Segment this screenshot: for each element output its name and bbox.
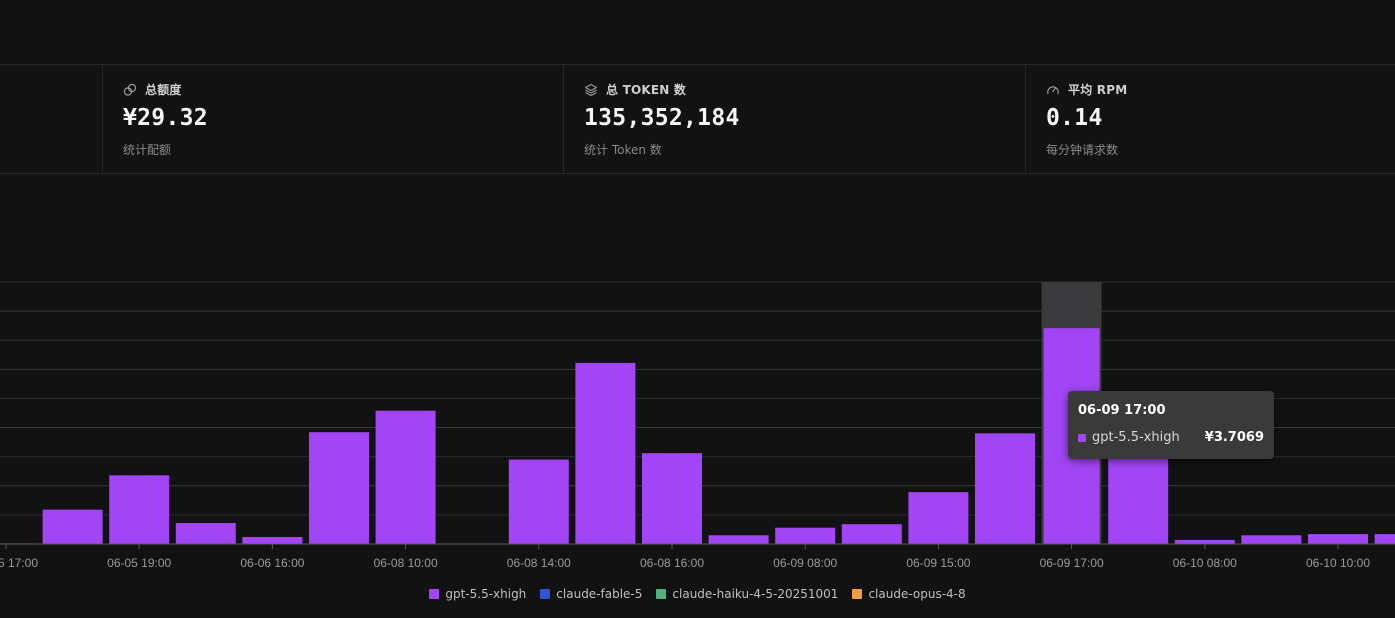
bar-chart-svg: 06-05 17:00 06-05 19:00 06-06 16:00 06-08 1…: [0, 281, 1395, 570]
stat-title: 平均 RPM: [1068, 83, 1128, 97]
bar-06-10-08-00[interactable]: [1174, 539, 1235, 544]
legend-label: gpt-5.5-xhigh: [445, 587, 527, 601]
stats-row: 总额度 ¥29.32 统计配额 总 TOKEN 数 135,352,184 统计…: [0, 65, 1395, 174]
bar-06-05-19-00[interactable]: [109, 475, 170, 544]
legend-label: claude-haiku-4-5-20251001: [672, 587, 839, 601]
bar-06-09-07-00[interactable]: [708, 535, 769, 544]
x-tick-label: 06-10 08:00: [1173, 556, 1237, 570]
legend-swatch: [852, 589, 863, 599]
stat-value: 135,352,184: [584, 105, 740, 131]
x-tick-label: 06-08 16:00: [640, 556, 704, 570]
x-tick-label: 06-09 15:00: [906, 556, 970, 570]
legend-item-gpt[interactable]: gpt-5.5-xhigh: [429, 584, 526, 604]
legend-swatch: [540, 589, 551, 599]
bar-06-08-15-00[interactable]: [575, 362, 636, 544]
bar-06-10-09-00[interactable]: [1241, 535, 1302, 544]
stat-subtitle: 统计配额: [123, 143, 172, 157]
coins-icon: [123, 83, 137, 96]
x-tick-label: 06-08 10:00: [374, 556, 438, 570]
bar-06-10-11-00[interactable]: [1374, 534, 1395, 544]
stat-subtitle: 每分钟请求数: [1046, 143, 1119, 157]
bar-06-08-16-00[interactable]: [642, 453, 702, 544]
bar-06-08-14-00[interactable]: [508, 459, 569, 544]
stats-divider: [102, 65, 103, 173]
stat-title: 总额度: [145, 83, 182, 97]
legend-item-fable[interactable]: claude-fable-5: [540, 584, 642, 604]
bar-06-09-15-00[interactable]: [908, 492, 969, 544]
tooltip-title: 06-09 17:00: [1078, 403, 1166, 418]
legend-swatch: [656, 589, 667, 599]
tooltip-value: ¥3.7069: [1204, 430, 1264, 445]
bar-06-09-16-00[interactable]: [975, 433, 1035, 544]
stats-divider: [563, 65, 564, 173]
stat-card-total-quota: 总额度 ¥29.32 统计配额: [103, 65, 563, 173]
chart-legend: gpt-5.5-xhigh claude-fable-5 claude-haik…: [0, 584, 1395, 604]
top-bar: [0, 0, 1395, 65]
bar-06-09-18-00[interactable]: [1108, 449, 1169, 544]
bar-06-08-10-00[interactable]: [375, 410, 436, 544]
x-tick-label: 06-09 08:00: [773, 556, 837, 570]
bar-06-06-15-00[interactable]: [175, 523, 236, 544]
tooltip-series-swatch: [1078, 434, 1086, 442]
tooltip-series-label: gpt-5.5-xhigh: [1092, 430, 1180, 445]
x-tick-label: 06-08 14:00: [507, 556, 571, 570]
legend-item-haiku[interactable]: claude-haiku-4-5-20251001: [656, 584, 838, 604]
stats-divider: [1025, 65, 1026, 173]
x-tick-label: 06-05 19:00: [107, 556, 171, 570]
gauge-icon: [1047, 85, 1059, 94]
x-tick-label: 06-06 16:00: [240, 556, 304, 570]
x-tick-label: 06-05 17:00: [0, 556, 38, 570]
legend-label: claude-opus-4-8: [868, 587, 966, 601]
bar-06-09-08-00[interactable]: [775, 527, 836, 544]
x-tick-label: 06-09 17:00: [1040, 556, 1104, 570]
layers-icon: [584, 83, 598, 96]
stat-value: ¥29.32: [123, 105, 208, 131]
bar-06-06-16-00[interactable]: [242, 537, 303, 544]
bar-06-09-14-00[interactable]: [841, 524, 902, 544]
usage-chart: 06-05 17:00 06-05 19:00 06-06 16:00 06-08 1…: [0, 174, 1395, 618]
chart-tooltip: 06-09 17:00 gpt-5.5-xhigh ¥3.7069: [1068, 391, 1274, 459]
x-tick-label: 06-10 10:00: [1306, 556, 1370, 570]
stat-subtitle: 统计 Token 数: [584, 143, 662, 157]
legend-item-opus[interactable]: claude-opus-4-8: [852, 584, 966, 604]
stat-card-avg-rpm: 平均 RPM 0.14 每分钟请求数: [1026, 65, 1395, 173]
stat-title: 总 TOKEN 数: [606, 83, 687, 97]
legend-swatch: [429, 589, 440, 599]
legend-label: claude-fable-5: [556, 587, 643, 601]
bar-06-08-09-00[interactable]: [309, 432, 369, 544]
stat-card-total-tokens: 总 TOKEN 数 135,352,184 统计 Token 数: [564, 65, 1025, 173]
bar-06-10-10-00[interactable]: [1308, 534, 1368, 544]
bar-06-05-18-00[interactable]: [42, 509, 103, 544]
stat-value: 0.14: [1046, 105, 1103, 131]
